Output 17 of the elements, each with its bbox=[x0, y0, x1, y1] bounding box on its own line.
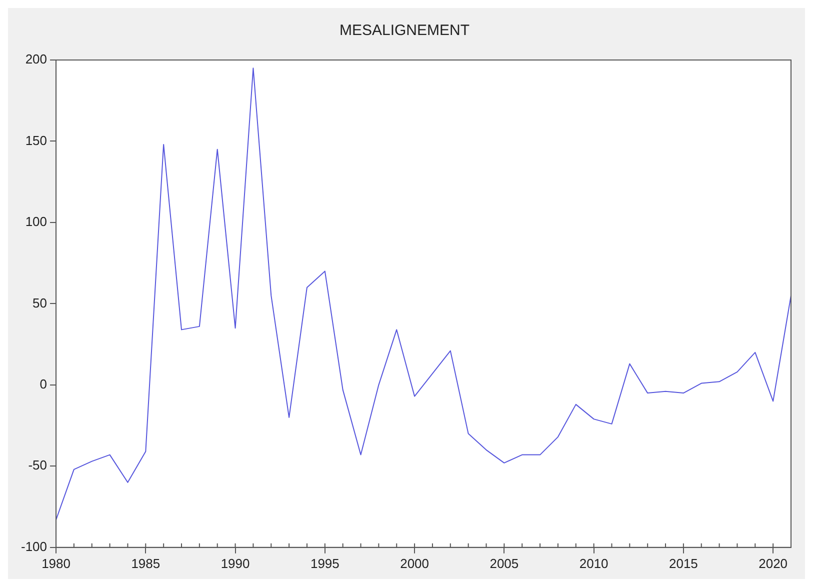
y-tick-label: 200 bbox=[25, 52, 48, 67]
x-tick-label: 1990 bbox=[220, 556, 250, 571]
x-tick-label: 1995 bbox=[310, 556, 340, 571]
x-tick-label: 2000 bbox=[400, 556, 430, 571]
y-tick-label: -50 bbox=[28, 458, 48, 473]
chart-title: MESALIGNEMENT bbox=[339, 22, 470, 40]
x-tick-label: 2020 bbox=[758, 556, 788, 571]
x-tick-label: 2015 bbox=[668, 556, 698, 571]
x-tick-label: 2005 bbox=[490, 556, 519, 571]
x-tick-label: 2010 bbox=[579, 556, 608, 571]
x-tick-label: 1980 bbox=[42, 556, 70, 571]
y-tick-label: 100 bbox=[25, 214, 48, 230]
y-tick-label: 150 bbox=[25, 132, 48, 148]
y-tick-label: 0 bbox=[40, 376, 48, 392]
x-tick-label: 1985 bbox=[131, 556, 160, 571]
y-tick-label: -100 bbox=[20, 538, 48, 554]
y-tick-label: 50 bbox=[32, 295, 48, 310]
